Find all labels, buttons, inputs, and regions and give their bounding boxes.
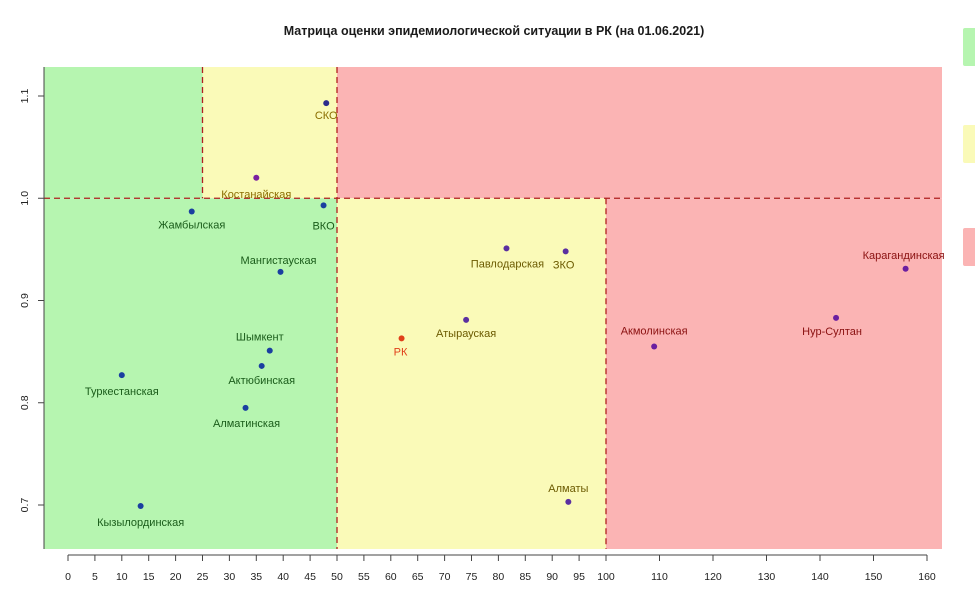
point-label: Жамбылская — [158, 220, 225, 232]
data-point — [833, 314, 840, 321]
legend-swatch-red — [963, 228, 975, 266]
legend-swatch-yellow — [963, 125, 975, 163]
data-point — [266, 347, 273, 354]
point-label: Шымкент — [236, 332, 284, 344]
data-point — [258, 362, 265, 369]
chart-title: Матрица оценки эпидемиологической ситуац… — [283, 24, 705, 38]
data-point — [902, 265, 909, 272]
x-tick-label: 10 — [116, 571, 128, 583]
x-tick-label: 140 — [811, 571, 829, 583]
x-tick-label: 100 — [597, 571, 615, 583]
y-tick-label: 0.7 — [19, 498, 31, 513]
point-label: Мангистауская — [240, 255, 316, 267]
point-label: РК — [394, 346, 408, 358]
x-tick-label: 20 — [170, 571, 182, 583]
x-tick-label: 15 — [143, 571, 155, 583]
x-tick-label: 45 — [304, 571, 316, 583]
x-tick-label: 70 — [439, 571, 451, 583]
x-tick-label: 35 — [250, 571, 262, 583]
x-tick-label: 120 — [704, 571, 722, 583]
data-point — [277, 268, 284, 275]
x-tick-label: 80 — [493, 571, 505, 583]
x-tick-label: 85 — [519, 571, 531, 583]
legend-swatch-green — [963, 28, 975, 66]
zone-green-bottom — [44, 198, 337, 549]
y-tick-label: 0.9 — [19, 293, 31, 308]
point-label: Алматинская — [213, 418, 280, 430]
data-point — [242, 404, 249, 411]
x-tick-label: 60 — [385, 571, 397, 583]
point-label: Карагандинская — [863, 250, 945, 262]
x-tick-label: 160 — [918, 571, 936, 583]
data-point — [323, 100, 330, 107]
point-label: Туркестанская — [85, 386, 159, 398]
point-label: Атырауская — [436, 328, 496, 340]
data-point — [137, 503, 144, 510]
point-label: СКО — [315, 110, 338, 122]
y-tick-label: 1.1 — [19, 89, 31, 104]
x-tick-label: 90 — [546, 571, 558, 583]
x-tick-label: 110 — [651, 571, 668, 583]
point-label: ЗКО — [553, 259, 575, 271]
x-tick-label: 30 — [224, 571, 236, 583]
x-tick-label: 5 — [92, 571, 98, 583]
x-tick-label: 55 — [358, 571, 370, 583]
x-tick-label: 130 — [758, 571, 776, 583]
point-label: Актюбинская — [228, 375, 295, 387]
x-tick-label: 25 — [197, 571, 209, 583]
data-point — [562, 248, 569, 255]
zone-red-top — [337, 67, 942, 199]
data-point — [565, 498, 572, 505]
data-point — [503, 245, 510, 252]
point-label: Костанайская — [221, 189, 291, 201]
point-label: Кызылординская — [97, 517, 184, 529]
zone-yellow-top — [202, 67, 337, 199]
data-point — [188, 208, 195, 215]
zone-green-top-left — [44, 67, 203, 199]
data-point — [253, 174, 260, 181]
x-tick-label: 150 — [865, 571, 883, 583]
point-label: Алматы — [548, 483, 588, 495]
point-label: ВКО — [312, 220, 335, 232]
point-label: Нур-Султан — [802, 326, 862, 338]
y-tick-label: 1.0 — [19, 191, 31, 206]
data-point — [320, 202, 327, 209]
zone-red-bottom — [606, 198, 942, 549]
x-tick-label: 40 — [277, 571, 289, 583]
point-label: Павлодарская — [471, 258, 544, 270]
point-label: Акмолинская — [621, 326, 688, 338]
data-point — [398, 335, 405, 342]
x-tick-label: 95 — [573, 571, 585, 583]
zone-yellow-bottom — [337, 198, 606, 549]
x-tick-label: 50 — [331, 571, 343, 583]
data-point — [463, 316, 470, 323]
x-tick-label: 75 — [466, 571, 478, 583]
data-point — [651, 343, 658, 350]
x-tick-label: 65 — [412, 571, 424, 583]
x-tick-label: 0 — [65, 571, 71, 583]
y-tick-label: 0.8 — [19, 395, 31, 410]
data-point — [118, 372, 125, 379]
